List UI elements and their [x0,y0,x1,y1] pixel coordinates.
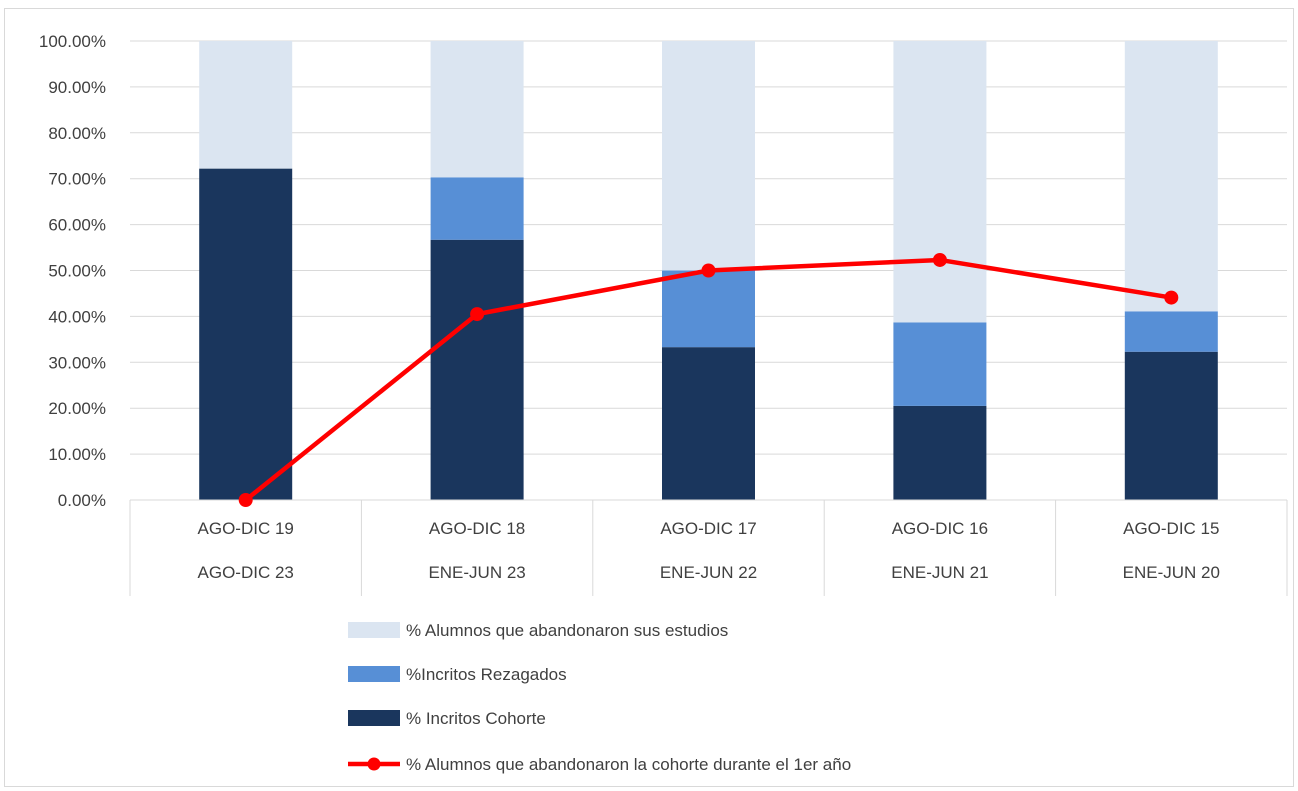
y-tick-label: 90.00% [48,78,106,97]
y-tick-label: 100.00% [39,32,106,51]
x-category-label-level2: ENE-JUN 22 [660,563,757,582]
line-point [238,493,253,507]
bar-segment [1124,41,1218,312]
bar-segment [893,405,987,500]
bar-segment [662,270,755,348]
bar-segment [893,41,987,323]
bars [199,41,1218,501]
line-point [1164,290,1179,305]
x-category-label-level2: ENE-JUN 21 [891,563,988,582]
bar-segment [662,347,755,500]
bar-segment [1124,311,1218,352]
legend-marker [367,757,381,771]
y-axis: 0.00% 10.00% 20.00% 30.00% 40.00% 50.00% 60.00… [39,32,106,510]
bar-segment [893,322,987,406]
y-tick-label: 20.00% [48,399,106,418]
bar-segment [199,168,293,501]
line-point [932,252,947,267]
x-category-label: AGO-DIC 16 [892,519,988,538]
y-tick-label: 0.00% [58,491,106,510]
x-category-label-level2: AGO-DIC 23 [198,563,294,582]
bar-segment [430,41,524,178]
y-tick-label: 10.00% [48,445,106,464]
y-tick-label: 40.00% [48,307,106,326]
legend-swatch [348,666,400,682]
line-point [470,307,485,322]
bar-segment [1124,351,1218,500]
bar-segment [662,41,755,271]
x-category-label-level2: ENE-JUN 23 [428,563,525,582]
legend-swatch [348,710,400,726]
x-category-label-level2: ENE-JUN 20 [1123,563,1220,582]
legend-label: % Incritos Cohorte [406,709,546,728]
x-category-label: AGO-DIC 17 [660,519,756,538]
bar-segment [430,239,524,500]
legend-swatch [348,622,400,638]
y-tick-label: 70.00% [48,170,106,189]
legend-label: %Incritos Rezagados [406,665,567,684]
x-category-label: AGO-DIC 18 [429,519,525,538]
x-axis: AGO-DIC 19 AGO-DIC 18 AGO-DIC 17 AGO-DIC 16… [129,499,1288,596]
x-category-label: AGO-DIC 19 [198,519,294,538]
legend-label: % Alumnos que abandonaron sus estudios [406,621,728,640]
y-tick-label: 80.00% [48,124,106,143]
legend: % Alumnos que abandonaron sus estudios %I… [348,621,851,774]
legend-label: % Alumnos que abandonaron la cohorte dur… [406,755,851,774]
y-tick-label: 50.00% [48,262,106,281]
x-category-label: AGO-DIC 15 [1123,519,1219,538]
bar-segment [199,41,293,169]
bar-segment [430,177,524,240]
y-tick-label: 30.00% [48,353,106,372]
line-point [701,263,716,278]
line-series [238,252,1179,507]
y-tick-label: 60.00% [48,216,106,235]
